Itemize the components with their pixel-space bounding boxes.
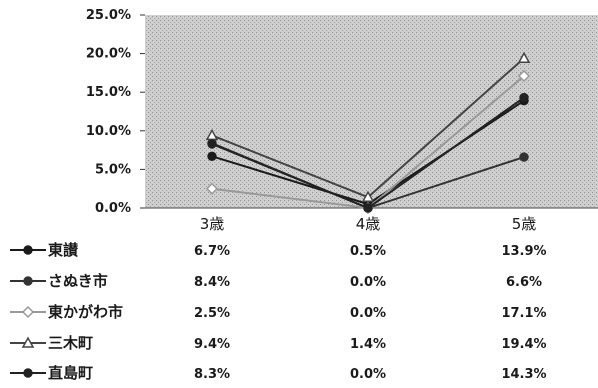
table-cell: 14.3%: [501, 367, 546, 382]
table-cell: 1.4%: [350, 337, 386, 352]
series-layer: [205, 51, 531, 215]
table-row: 三木町 9.4% 1.4% 19.4%: [10, 334, 547, 352]
legend-entry: さぬき市: [48, 272, 108, 290]
legend-key-marker: [21, 305, 35, 319]
data-point: [363, 203, 373, 213]
table-cell: 13.9%: [501, 244, 546, 259]
series-3: [205, 51, 531, 202]
table-cell: 2.5%: [194, 306, 230, 321]
y-tick-label: 0.0%: [95, 201, 131, 216]
table-cell: 8.4%: [194, 275, 230, 290]
plot-area: [145, 15, 598, 208]
data-table: 東讃 6.7% 0.5% 13.9% さぬき市 8.4% 0.0% 6.6% 東かがわ市 2.5%…: [10, 241, 547, 382]
y-tick-label: 20.0%: [86, 47, 131, 62]
data-point: [361, 190, 375, 202]
y-tick-label: 5.0%: [95, 162, 131, 177]
data-point: [517, 69, 531, 83]
legend-entry: 東かがわ市: [48, 303, 123, 321]
legend-key-marker: [23, 368, 33, 378]
table-cell: 0.5%: [350, 244, 386, 259]
y-tick-label: 15.0%: [86, 85, 131, 100]
x-axis: 3歳 4歳 5歳: [145, 207, 598, 233]
table-cell: 6.7%: [194, 244, 230, 259]
y-tick-label: 25.0%: [86, 8, 131, 23]
data-point: [519, 152, 529, 162]
legend-key-marker: [21, 336, 35, 348]
table-cell: 8.3%: [194, 367, 230, 382]
table-row: さぬき市 8.4% 0.0% 6.6%: [10, 272, 542, 290]
table-cell: 0.0%: [350, 367, 386, 382]
x-tick-label: 4歳: [356, 215, 381, 233]
data-point: [207, 139, 217, 149]
legend-key-marker: [23, 245, 33, 255]
table-row: 東かがわ市 2.5% 0.0% 17.1%: [10, 303, 547, 321]
data-point: [519, 92, 529, 103]
table-cell: 0.0%: [350, 275, 386, 290]
legend-entry: 直島町: [48, 364, 93, 382]
legend-key-marker: [23, 276, 33, 286]
x-tick-label: 3歳: [200, 215, 225, 233]
table-cell: 17.1%: [501, 306, 546, 321]
table-cell: 19.4%: [501, 337, 546, 352]
table-cell: 0.0%: [350, 306, 386, 321]
data-point: [205, 182, 219, 195]
x-tick-label: 5歳: [512, 215, 537, 233]
data-point: [207, 151, 217, 161]
series-4: [207, 92, 529, 213]
data-point: [517, 51, 531, 63]
table-cell: 9.4%: [194, 337, 230, 352]
table-cell: 6.6%: [506, 275, 542, 290]
y-tick-label: 10.0%: [86, 124, 131, 139]
legend-entry: 三木町: [48, 334, 93, 352]
y-axis: 0.0% 5.0% 10.0% 15.0% 20.0% 25.0%: [86, 8, 145, 216]
table-row: 東讃 6.7% 0.5% 13.9%: [10, 241, 547, 259]
table-row: 直島町 8.3% 0.0% 14.3%: [10, 364, 547, 382]
legend-entry: 東讃: [48, 241, 79, 259]
